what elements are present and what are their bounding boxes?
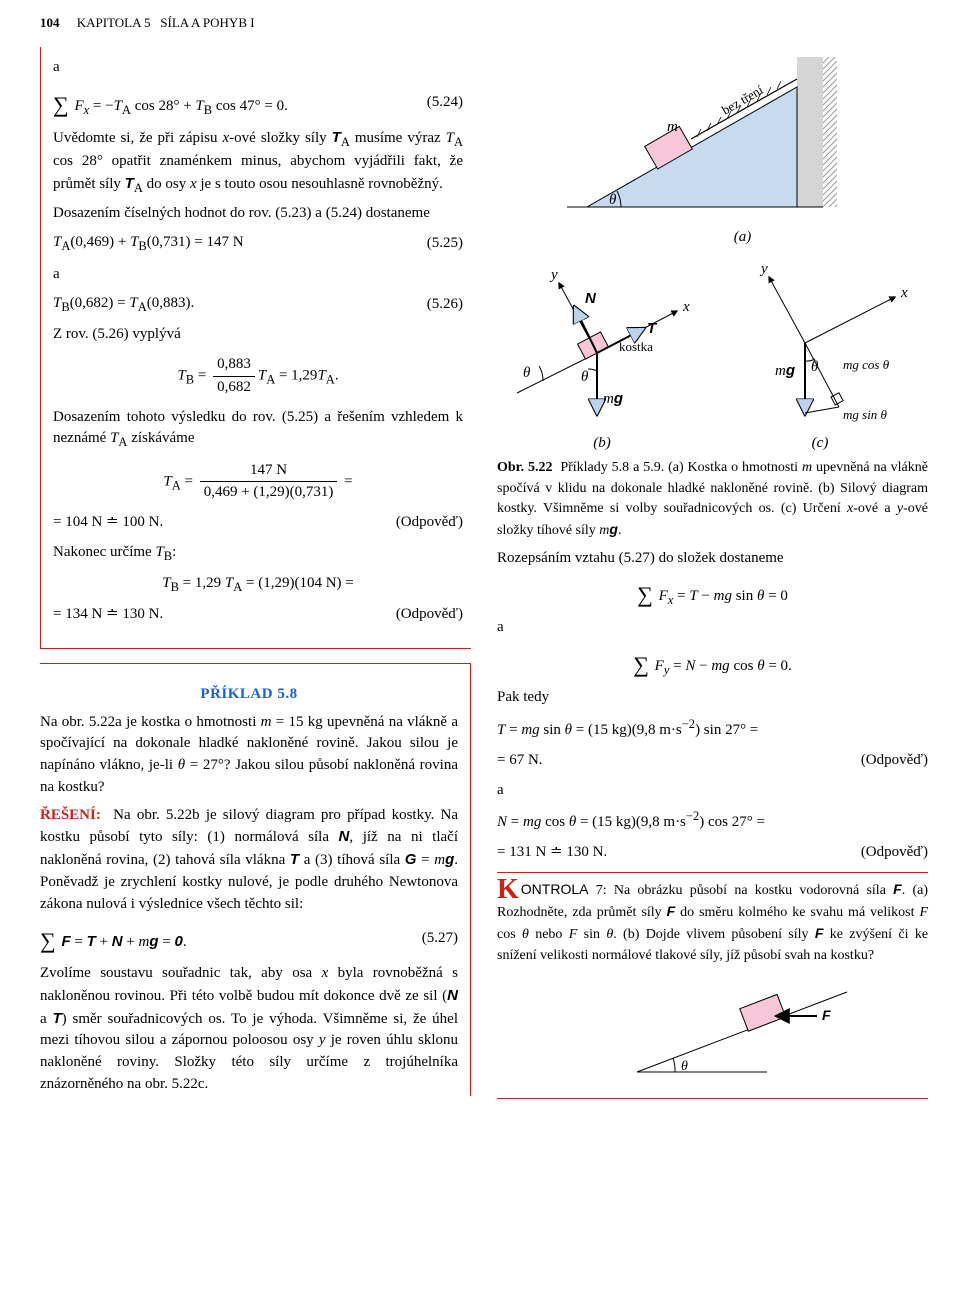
svg-text:θ: θ: [523, 365, 531, 381]
svg-text:mg cos θ: mg cos θ: [843, 357, 890, 372]
check-7: KONTROLA 7: Na obrázku působí na kostku …: [497, 879, 928, 1092]
equation-tb-result: TB = 1,29 TA = (1,29)(104 N) = = 134 N ≐…: [53, 573, 463, 626]
svg-text:mg: mg: [603, 390, 623, 407]
equation-5-26: TB(0,682) = TA(0,883). (5.26): [53, 293, 463, 316]
worked-example-continuation: a ∑ Fx = −TA cos 28° + TB cos 47° = 0. (…: [40, 47, 471, 649]
paragraph: Uvědomte si, že při zápisu x-ové složky …: [53, 127, 463, 197]
text-a: a: [53, 264, 463, 286]
chapter-title: SÍLA A POHYB I: [160, 15, 254, 30]
paragraph: Nakonec určíme TB:: [53, 542, 463, 565]
example-5-8: PŘÍKLAD 5.8 Na obr. 5.22a je kostka o hm…: [40, 663, 471, 1096]
figure-kontrola-7: θ F: [617, 972, 928, 1092]
equation-fy: ∑ Fy = N − mg cos θ = 0.: [497, 647, 928, 679]
svg-text:θ: θ: [581, 369, 589, 385]
svg-text:y: y: [759, 261, 768, 277]
svg-text:θ: θ: [811, 359, 819, 375]
svg-text:x: x: [682, 299, 690, 315]
svg-text:mg: mg: [775, 362, 795, 379]
svg-text:mg sin θ: mg sin θ: [843, 407, 888, 422]
equation-fx: ∑ Fx = T − mg sin θ = 0: [497, 577, 928, 609]
equation-5-24: ∑ Fx = −TA cos 28° + TB cos 47° = 0. (5.…: [53, 87, 463, 119]
chapter-label: KAPITOLA 5: [77, 15, 151, 30]
equation-5-27: ∑ F = T + N + mg = 0. (5.27): [40, 923, 458, 955]
example-title: PŘÍKLAD 5.8: [40, 684, 458, 706]
equation-5-25: TA(0,469) + TB(0,731) = 147 N (5.25): [53, 232, 463, 255]
figure-tag-c: (c): [812, 435, 829, 451]
solution: ŘEŠENÍ: Na obr. 5.22b je silový diagram …: [40, 805, 458, 916]
figure-5-22a: m bez tření θ (a): [497, 47, 928, 249]
equation-ta-result: TA = 147 N0,469 + (1,29)(0,731) = = 104 …: [53, 460, 463, 534]
paragraph: Dosazením tohoto výsledku do rov. (5.25)…: [53, 407, 463, 452]
figure-caption: Obr. 5.22 Příklady 5.8 a 5.9. (a) Kostka…: [497, 458, 928, 541]
figure-tag-b: (b): [593, 435, 611, 451]
text-a: a: [497, 780, 928, 802]
figure-tag-a: (a): [734, 229, 752, 245]
figure-5-22c: y x mg mg cos θ mg sin θ θ (: [715, 253, 925, 455]
paragraph: Zvolíme soustavu souřadnic tak, aby osa …: [40, 963, 458, 1096]
example-statement: Na obr. 5.22a je kostka o hmotnosti m = …: [40, 712, 458, 799]
label-theta: θ: [609, 192, 617, 208]
svg-text:T: T: [647, 320, 658, 337]
equation-n-result: N = mg cos θ = (15 kg)(9,8 m·s−2) cos 27…: [497, 807, 928, 864]
svg-text:y: y: [549, 267, 558, 283]
svg-text:kostka: kostka: [619, 339, 653, 354]
svg-text:x: x: [900, 285, 908, 301]
label-m: m: [667, 119, 678, 135]
divider: [497, 872, 928, 873]
svg-text:F: F: [822, 1007, 831, 1023]
paragraph: Dosazením číselných hodnot do rov. (5.23…: [53, 203, 463, 225]
page-number: 104: [40, 15, 60, 30]
paragraph: Rozepsáním vztahu (5.27) do složek dosta…: [497, 548, 928, 570]
paragraph: Pak tedy: [497, 687, 928, 709]
divider: [497, 1098, 928, 1099]
paragraph: Z rov. (5.26) vyplývá: [53, 324, 463, 346]
text-a: a: [497, 617, 928, 639]
equation-t-result: T = mg sin θ = (15 kg)(9,8 m·s−2) sin 27…: [497, 715, 928, 772]
figure-5-22b: y x N T kostka: [497, 253, 707, 455]
running-head: 104 KAPITOLA 5 SÍLA A POHYB I: [40, 14, 928, 33]
text-a: a: [53, 57, 463, 79]
equation-tb-ta: TB = 0,8830,682TA = 1,29TA.: [53, 354, 463, 399]
svg-text:θ: θ: [681, 1059, 688, 1074]
svg-text:N: N: [585, 290, 597, 307]
